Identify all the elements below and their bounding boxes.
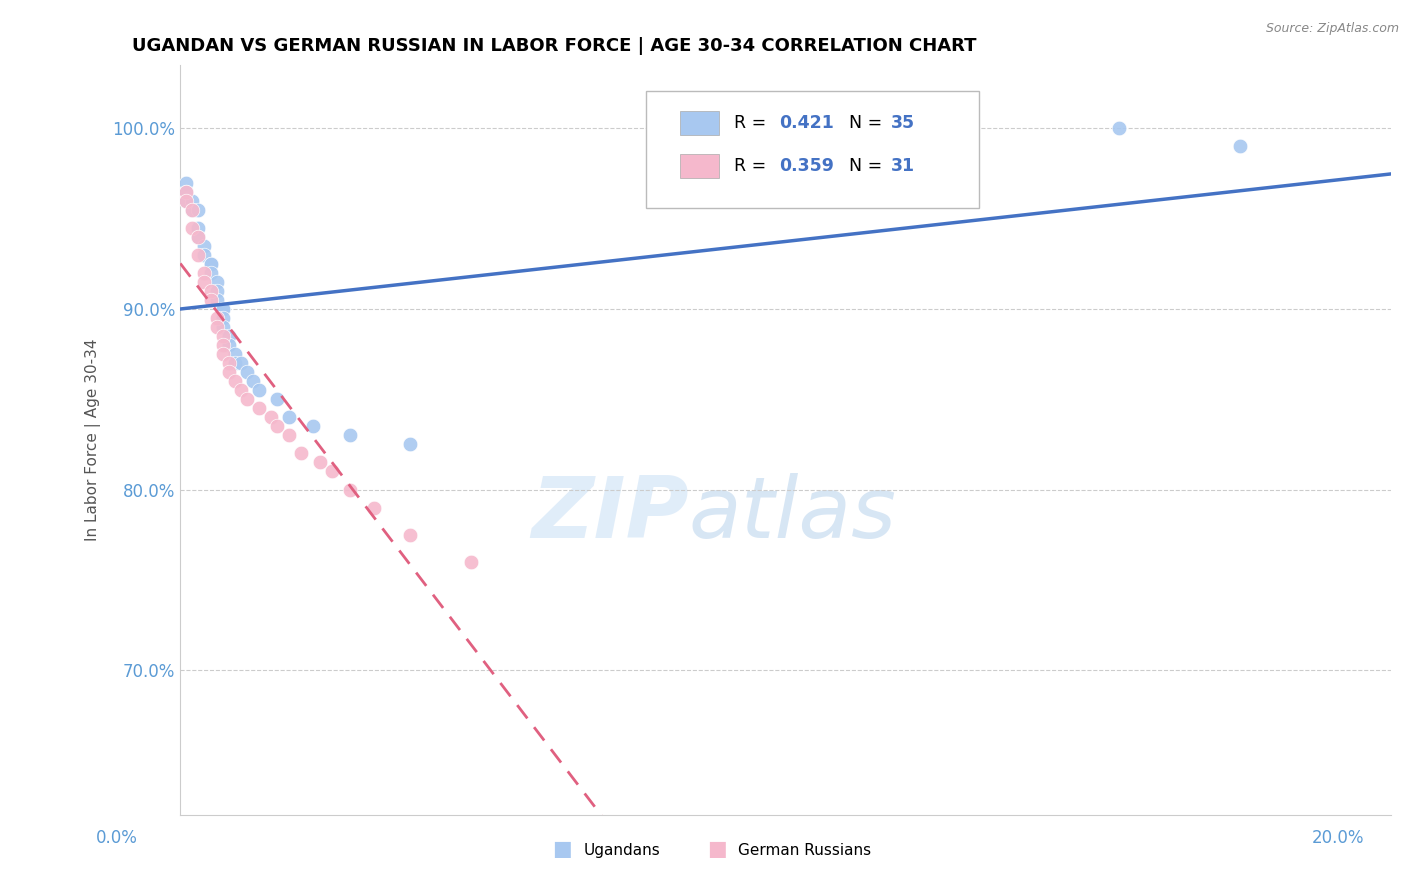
Point — [218, 356, 240, 370]
FancyBboxPatch shape — [681, 111, 718, 135]
Text: R =: R = — [734, 114, 772, 132]
Point — [187, 229, 209, 244]
Point — [224, 356, 246, 370]
Point — [218, 338, 240, 352]
Point — [460, 555, 482, 569]
Point — [200, 284, 222, 298]
Point — [200, 257, 222, 271]
Text: 0.421: 0.421 — [779, 114, 834, 132]
FancyBboxPatch shape — [647, 91, 980, 208]
Text: atlas: atlas — [689, 474, 897, 557]
Point — [205, 320, 228, 334]
Point — [218, 365, 240, 379]
Point — [193, 266, 215, 280]
Point — [211, 338, 233, 352]
Point — [176, 185, 198, 199]
Point — [339, 428, 361, 442]
Point — [321, 465, 343, 479]
Text: ■: ■ — [707, 838, 727, 858]
Text: R =: R = — [734, 157, 772, 176]
Point — [229, 356, 252, 370]
Point — [193, 239, 215, 253]
Text: N =: N = — [849, 157, 887, 176]
Point — [176, 194, 198, 208]
Point — [236, 392, 259, 407]
Point — [205, 275, 228, 289]
Point — [176, 194, 198, 208]
Point — [205, 293, 228, 307]
Point — [302, 419, 325, 434]
Point — [229, 383, 252, 397]
Point — [247, 383, 270, 397]
Point — [278, 428, 301, 442]
Text: German Russians: German Russians — [738, 843, 872, 857]
Text: UGANDAN VS GERMAN RUSSIAN IN LABOR FORCE | AGE 30-34 CORRELATION CHART: UGANDAN VS GERMAN RUSSIAN IN LABOR FORCE… — [132, 37, 976, 55]
Text: 35: 35 — [891, 114, 915, 132]
FancyBboxPatch shape — [681, 154, 718, 178]
Point — [200, 293, 222, 307]
Point — [278, 410, 301, 425]
Point — [205, 284, 228, 298]
Text: ■: ■ — [553, 838, 572, 858]
Text: 31: 31 — [891, 157, 915, 176]
Text: 0.359: 0.359 — [779, 157, 834, 176]
Point — [211, 301, 233, 316]
Point — [290, 446, 312, 460]
Text: ZIP: ZIP — [531, 474, 689, 557]
Text: 0.0%: 0.0% — [96, 829, 138, 847]
Point — [181, 202, 204, 217]
Point — [181, 202, 204, 217]
Point — [176, 185, 198, 199]
Point — [242, 374, 264, 388]
Point — [1229, 139, 1251, 153]
Point — [399, 437, 422, 451]
Point — [187, 229, 209, 244]
Point — [181, 220, 204, 235]
Point — [224, 347, 246, 361]
Point — [399, 527, 422, 541]
Point — [211, 301, 233, 316]
Point — [211, 320, 233, 334]
Text: Source: ZipAtlas.com: Source: ZipAtlas.com — [1265, 22, 1399, 36]
Point — [181, 194, 204, 208]
Point — [266, 392, 288, 407]
Text: N =: N = — [849, 114, 887, 132]
Point — [236, 365, 259, 379]
Point — [200, 266, 222, 280]
Point — [187, 202, 209, 217]
Point — [211, 329, 233, 343]
Point — [247, 401, 270, 416]
Point — [224, 374, 246, 388]
Point — [1108, 121, 1130, 136]
Point — [193, 275, 215, 289]
Point — [363, 500, 385, 515]
Point — [187, 220, 209, 235]
Text: Ugandans: Ugandans — [583, 843, 661, 857]
Point — [205, 310, 228, 325]
Point — [218, 329, 240, 343]
Point — [260, 410, 283, 425]
Y-axis label: In Labor Force | Age 30-34: In Labor Force | Age 30-34 — [86, 339, 101, 541]
Point — [211, 310, 233, 325]
Point — [211, 347, 233, 361]
Text: 20.0%: 20.0% — [1312, 829, 1364, 847]
Point — [193, 248, 215, 262]
Point — [266, 419, 288, 434]
Point — [308, 455, 330, 469]
Point — [200, 257, 222, 271]
Point — [176, 176, 198, 190]
Point — [339, 483, 361, 497]
Point — [187, 248, 209, 262]
